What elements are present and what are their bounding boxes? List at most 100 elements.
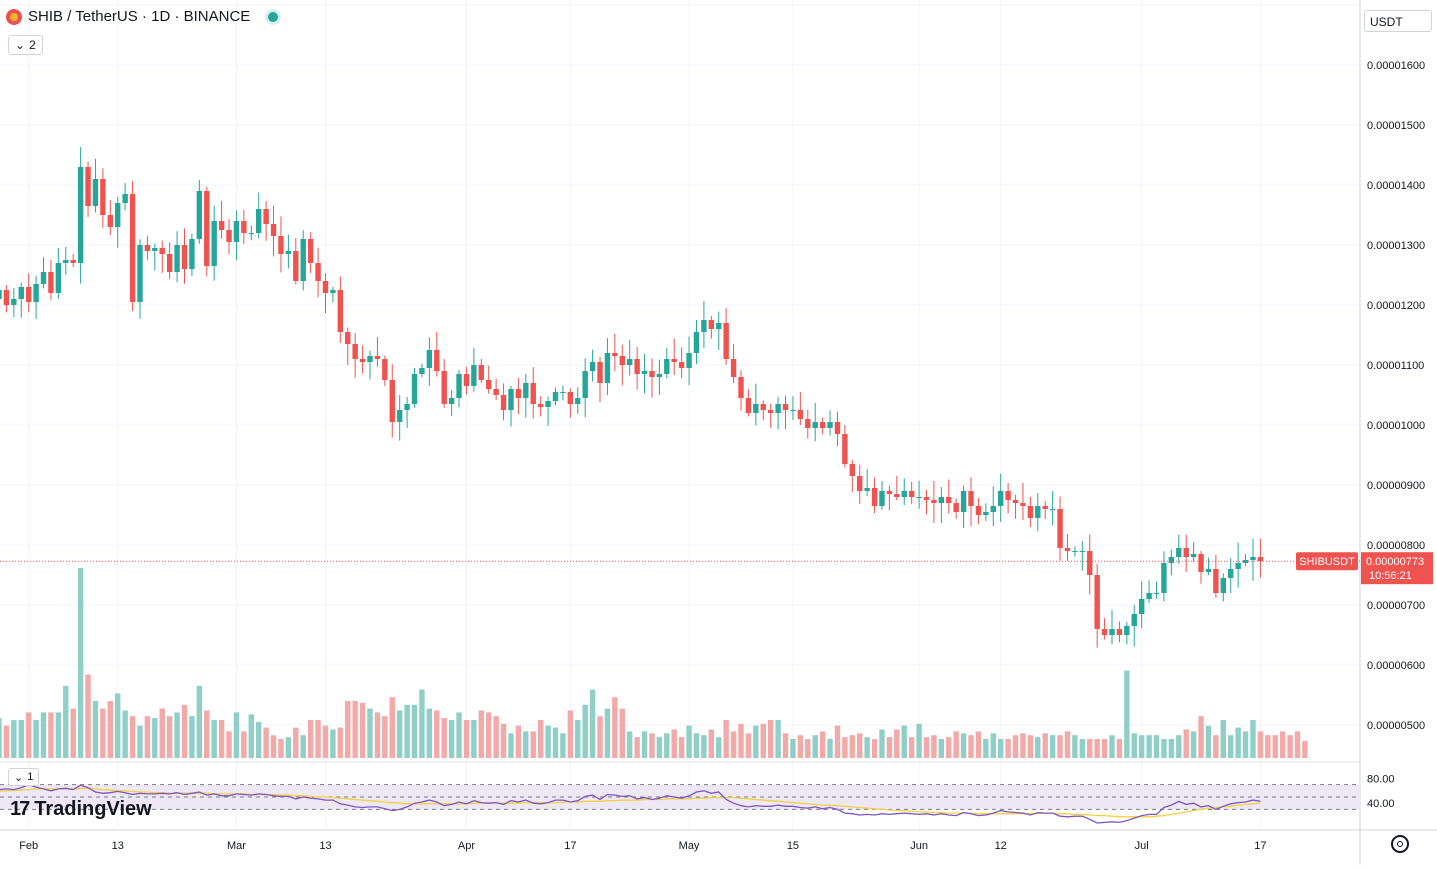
candle-body xyxy=(159,248,165,254)
volume-bar xyxy=(1198,716,1204,758)
candle-body xyxy=(166,254,173,272)
volume-bar xyxy=(204,710,210,758)
candle-body xyxy=(1042,506,1048,509)
candle-body xyxy=(857,476,863,491)
volume-bar xyxy=(411,704,418,758)
volume-bar xyxy=(1027,735,1034,758)
candle-body xyxy=(545,401,551,407)
candle-body xyxy=(300,239,306,281)
volume-bar xyxy=(0,718,2,758)
rsi-collapse-button[interactable]: ⌄ 1 xyxy=(8,768,40,786)
candle-body xyxy=(701,320,707,332)
volume-bar xyxy=(730,731,737,758)
volume-bar xyxy=(166,716,173,758)
candle-body xyxy=(404,404,410,410)
volume-bar xyxy=(641,731,648,758)
candle-body xyxy=(582,371,588,398)
volume-bar xyxy=(649,733,655,758)
volume-bar xyxy=(55,712,62,758)
volume-bar xyxy=(1146,735,1152,758)
candle-body xyxy=(723,323,729,359)
candle-body xyxy=(1116,629,1123,635)
volume-bar xyxy=(352,701,358,758)
candle-body xyxy=(441,371,447,404)
candle-body xyxy=(1020,503,1026,506)
volume-bar xyxy=(619,708,625,758)
volume-bar xyxy=(404,704,410,758)
volume-bar xyxy=(931,735,937,758)
candle-body xyxy=(0,290,2,299)
volume-bar xyxy=(77,568,84,758)
volume-bar xyxy=(100,708,106,758)
volume-bar xyxy=(1302,740,1308,758)
volume-bar xyxy=(1131,733,1137,758)
candle-body xyxy=(100,179,106,215)
volume-bar xyxy=(426,708,433,758)
volume-bar xyxy=(916,723,922,758)
volume-bar xyxy=(990,733,996,758)
volume-bar xyxy=(315,720,321,758)
volume-bar xyxy=(523,731,529,758)
candle-body xyxy=(1094,575,1100,629)
volume-bar xyxy=(634,737,640,758)
volume-bar xyxy=(656,737,663,758)
settings-gear-icon[interactable] xyxy=(1391,835,1409,853)
candle-body xyxy=(1235,563,1241,569)
volume-bar xyxy=(211,720,217,758)
market-status-icon[interactable] xyxy=(268,11,279,22)
volume-bar xyxy=(582,704,588,758)
candle-body xyxy=(990,506,996,512)
candle-body xyxy=(1035,506,1041,518)
time-tick-label: Jul xyxy=(1135,840,1149,852)
candle-body xyxy=(463,374,470,386)
rsi-tick-label: 80.00 xyxy=(1367,773,1395,785)
candle-body xyxy=(307,239,314,263)
candle-body xyxy=(129,194,136,302)
volume-bar xyxy=(33,720,39,758)
volume-bar xyxy=(1190,731,1197,758)
chart-header: SHIB / TetherUS · 1D · BINANCE xyxy=(6,8,279,25)
candle-body xyxy=(819,422,826,428)
candle-body xyxy=(189,239,195,269)
candle-body xyxy=(864,488,870,491)
indicators-collapse-button[interactable]: ⌄ 2 xyxy=(8,35,43,55)
volume-bar xyxy=(708,729,715,758)
volume-bar xyxy=(189,716,195,758)
candle-body xyxy=(827,422,833,428)
volume-bar xyxy=(359,702,366,758)
currency-button[interactable]: USDT xyxy=(1364,10,1432,32)
volume-bar xyxy=(1287,735,1293,758)
volume-bar xyxy=(879,729,885,758)
tradingview-watermark[interactable]: 17 TradingView xyxy=(10,798,152,821)
volume-bar xyxy=(500,723,507,758)
candle-body xyxy=(567,392,574,404)
candle-body xyxy=(1124,626,1130,635)
volume-bar xyxy=(218,720,225,758)
candle-body xyxy=(337,290,344,332)
volume-bar xyxy=(857,733,863,758)
candle-body xyxy=(998,491,1004,506)
volume-bar xyxy=(419,689,425,758)
volume-bar xyxy=(567,710,574,758)
volume-bar xyxy=(396,710,403,758)
candle-body xyxy=(1101,629,1108,635)
price-tick-label: 0.00000500 xyxy=(1367,720,1425,732)
volume-bar xyxy=(122,710,128,758)
candle-body xyxy=(708,320,715,329)
volume-bar xyxy=(463,720,470,758)
volume-bar xyxy=(1057,735,1063,758)
volume-bar xyxy=(627,731,633,758)
candle-body xyxy=(1138,599,1145,614)
volume-bar xyxy=(901,725,907,758)
volume-bar xyxy=(998,739,1004,758)
candle-body xyxy=(1257,557,1264,562)
price-tick-label: 0.00000700 xyxy=(1367,600,1425,612)
volume-bar xyxy=(1153,735,1160,758)
volume-bar xyxy=(819,731,826,758)
candle-body xyxy=(931,500,937,503)
volume-bar xyxy=(181,704,188,758)
candle-body xyxy=(1027,506,1034,518)
time-tick-label: 15 xyxy=(787,840,799,852)
candle-body xyxy=(1146,593,1152,599)
